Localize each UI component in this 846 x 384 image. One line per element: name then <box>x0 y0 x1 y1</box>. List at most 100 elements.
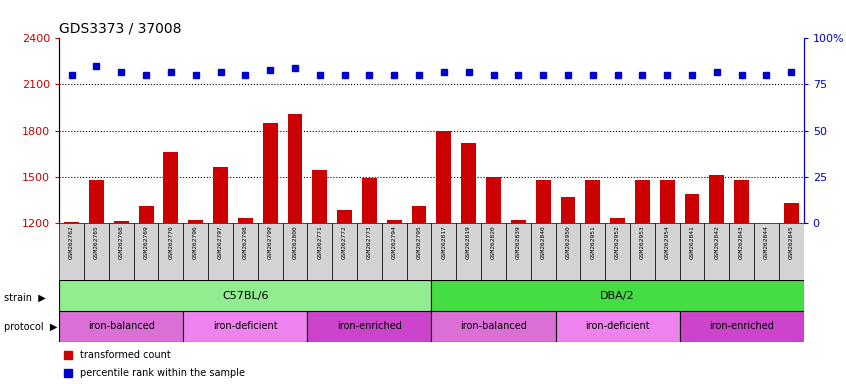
Bar <box>486 177 501 223</box>
Bar <box>705 223 729 280</box>
Bar <box>362 178 376 223</box>
Text: GSM262839: GSM262839 <box>516 225 521 259</box>
Bar <box>536 180 551 223</box>
Text: GSM262795: GSM262795 <box>416 225 421 259</box>
Text: percentile rank within the sample: percentile rank within the sample <box>80 367 245 377</box>
Bar <box>258 223 283 280</box>
Text: iron-balanced: iron-balanced <box>88 321 155 331</box>
Bar <box>461 143 476 223</box>
Text: GSM262796: GSM262796 <box>193 225 198 259</box>
Text: iron-enriched: iron-enriched <box>709 321 774 331</box>
Bar <box>387 220 402 223</box>
Text: transformed count: transformed count <box>80 350 171 360</box>
Text: GSM262819: GSM262819 <box>466 225 471 259</box>
Text: GSM262771: GSM262771 <box>317 225 322 259</box>
Bar <box>114 221 129 223</box>
Bar <box>580 223 605 280</box>
Text: GSM262844: GSM262844 <box>764 225 769 259</box>
Bar <box>84 223 109 280</box>
Bar <box>184 223 208 280</box>
Bar <box>208 223 233 280</box>
Bar <box>163 152 179 223</box>
Bar <box>59 311 184 342</box>
Bar <box>779 223 804 280</box>
Bar <box>630 223 655 280</box>
Bar <box>307 311 431 342</box>
Bar <box>605 223 630 280</box>
Bar <box>679 223 705 280</box>
Bar <box>679 311 804 342</box>
Bar <box>585 180 600 223</box>
Bar <box>283 223 307 280</box>
Bar <box>184 311 307 342</box>
Text: GSM262772: GSM262772 <box>342 225 347 259</box>
Bar <box>288 114 302 223</box>
Text: GSM262841: GSM262841 <box>689 225 695 259</box>
Text: GSM262794: GSM262794 <box>392 225 397 259</box>
Text: GSM262840: GSM262840 <box>541 225 546 259</box>
Text: GSM262843: GSM262843 <box>739 225 744 259</box>
Text: GSM262765: GSM262765 <box>94 225 99 259</box>
Bar <box>431 280 804 311</box>
Bar <box>332 223 357 280</box>
Text: GSM262817: GSM262817 <box>442 225 447 259</box>
Bar <box>213 167 228 223</box>
Bar <box>684 194 700 223</box>
Bar <box>407 223 431 280</box>
Bar <box>729 223 754 280</box>
Text: protocol  ▶: protocol ▶ <box>4 322 58 332</box>
Bar <box>357 223 382 280</box>
Bar <box>59 223 84 280</box>
Bar <box>561 197 575 223</box>
Text: strain  ▶: strain ▶ <box>4 293 46 303</box>
Text: GSM262845: GSM262845 <box>788 225 794 259</box>
Bar <box>134 223 158 280</box>
Bar <box>530 223 556 280</box>
Bar <box>382 223 407 280</box>
Bar <box>338 210 352 223</box>
Bar <box>734 180 749 223</box>
Text: GSM262768: GSM262768 <box>118 225 124 259</box>
Bar <box>556 223 580 280</box>
Bar <box>238 218 253 223</box>
Text: GSM262773: GSM262773 <box>367 225 372 259</box>
Bar <box>437 131 451 223</box>
Bar <box>655 223 679 280</box>
Text: GSM262951: GSM262951 <box>591 225 596 259</box>
Bar <box>307 223 332 280</box>
Bar <box>610 218 625 223</box>
Text: GSM262953: GSM262953 <box>640 225 645 259</box>
Text: GDS3373 / 37008: GDS3373 / 37008 <box>59 22 182 36</box>
Bar <box>158 223 184 280</box>
Bar <box>431 311 556 342</box>
Bar <box>233 223 258 280</box>
Bar <box>64 222 79 223</box>
Bar <box>511 220 525 223</box>
Bar <box>189 220 203 223</box>
Text: GSM262950: GSM262950 <box>565 225 570 259</box>
Text: C57BL/6: C57BL/6 <box>222 291 268 301</box>
Text: GSM262820: GSM262820 <box>491 225 496 259</box>
Bar <box>59 280 431 311</box>
Bar <box>660 180 674 223</box>
Text: GSM262952: GSM262952 <box>615 225 620 259</box>
Text: GSM262770: GSM262770 <box>168 225 173 259</box>
Bar <box>635 180 650 223</box>
Bar <box>506 223 530 280</box>
Text: iron-balanced: iron-balanced <box>460 321 527 331</box>
Bar <box>139 206 153 223</box>
Text: GSM262798: GSM262798 <box>243 225 248 259</box>
Text: GSM262797: GSM262797 <box>218 225 223 259</box>
Text: GSM262842: GSM262842 <box>714 225 719 259</box>
Bar <box>89 180 104 223</box>
Bar <box>312 170 327 223</box>
Bar <box>754 223 779 280</box>
Bar <box>456 223 481 280</box>
Text: iron-deficient: iron-deficient <box>585 321 650 331</box>
Bar <box>710 175 724 223</box>
Text: GSM262799: GSM262799 <box>267 225 272 259</box>
Text: DBA/2: DBA/2 <box>601 291 634 301</box>
Text: iron-enriched: iron-enriched <box>337 321 402 331</box>
Bar <box>412 206 426 223</box>
Text: GSM262954: GSM262954 <box>665 225 670 259</box>
